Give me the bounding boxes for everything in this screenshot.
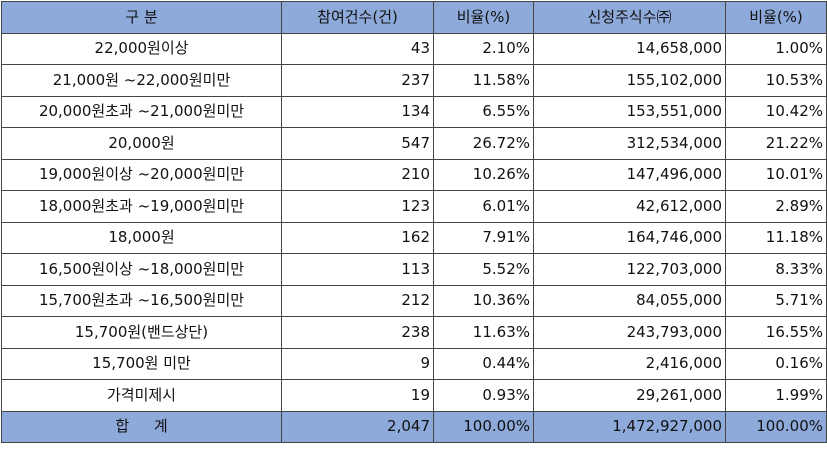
shares-ratio-cell: 10.42% <box>725 95 827 128</box>
shares-applied-cell: 122,703,000 <box>533 253 726 286</box>
shares-ratio-cell: 1.00% <box>725 32 827 65</box>
table-row: 가격미제시 19 0.93% 29,261,000 1.99% <box>1 379 827 412</box>
shares-applied-cell: 164,746,000 <box>533 221 726 254</box>
shares-ratio-cell: 21.22% <box>725 127 827 160</box>
shares-applied-cell: 153,551,000 <box>533 95 726 128</box>
participant-count-cell: 123 <box>281 190 434 223</box>
shares-ratio-cell: 8.33% <box>725 253 827 286</box>
header-count-ratio: 비율(%) <box>433 1 534 34</box>
price-range-cell: 18,000원초과 ~19,000원미만 <box>1 190 282 223</box>
shares-applied-cell: 155,102,000 <box>533 64 726 97</box>
shares-applied-cell: 29,261,000 <box>533 379 726 412</box>
table-row: 16,500원이상 ~18,000원미만 113 5.52% 122,703,0… <box>1 253 827 286</box>
price-range-cell: 20,000원초과 ~21,000원미만 <box>1 95 282 128</box>
count-ratio-cell: 0.44% <box>433 347 534 380</box>
participant-count-cell: 212 <box>281 284 434 317</box>
header-participant-count: 참여건수(건) <box>281 1 434 34</box>
header-shares-ratio: 비율(%) <box>725 1 827 34</box>
header-shares-applied: 신청주식수㈜ <box>533 1 726 34</box>
table-header: 구 분 참여건수(건) 비율(%) 신청주식수㈜ 비율(%) <box>1 1 827 34</box>
participant-count-cell: 237 <box>281 64 434 97</box>
table-row: 15,700원초과 ~16,500원미만 212 10.36% 84,055,0… <box>1 284 827 317</box>
count-ratio-cell: 7.91% <box>433 221 534 254</box>
participant-count-cell: 113 <box>281 253 434 286</box>
shares-ratio-cell: 5.71% <box>725 284 827 317</box>
shares-applied-cell: 243,793,000 <box>533 316 726 349</box>
participant-count-cell: 238 <box>281 316 434 349</box>
count-ratio-cell: 10.26% <box>433 158 534 191</box>
shares-ratio-cell: 0.16% <box>725 347 827 380</box>
price-range-cell: 16,500원이상 ~18,000원미만 <box>1 253 282 286</box>
participant-count-cell: 43 <box>281 32 434 65</box>
table-body: 22,000원이상 43 2.10% 14,658,000 1.00% 21,0… <box>1 32 827 443</box>
price-range-cell: 19,000원이상 ~20,000원미만 <box>1 158 282 191</box>
total-shares-ratio: 100.00% <box>725 410 827 443</box>
shares-ratio-cell: 11.18% <box>725 221 827 254</box>
table-row: 22,000원이상 43 2.10% 14,658,000 1.00% <box>1 32 827 65</box>
shares-ratio-cell: 1.99% <box>725 379 827 412</box>
count-ratio-cell: 6.01% <box>433 190 534 223</box>
count-ratio-cell: 10.36% <box>433 284 534 317</box>
shares-ratio-cell: 10.53% <box>725 64 827 97</box>
table-row: 20,000원 547 26.72% 312,534,000 21.22% <box>1 127 827 160</box>
total-row: 합 계 2,047 100.00% 1,472,927,000 100.00% <box>1 410 827 443</box>
total-participant-count: 2,047 <box>281 410 434 443</box>
table-row: 15,700원 미만 9 0.44% 2,416,000 0.16% <box>1 347 827 380</box>
price-range-cell: 22,000원이상 <box>1 32 282 65</box>
count-ratio-cell: 0.93% <box>433 379 534 412</box>
price-range-cell: 15,700원(밴드상단) <box>1 316 282 349</box>
shares-applied-cell: 312,534,000 <box>533 127 726 160</box>
shares-applied-cell: 2,416,000 <box>533 347 726 380</box>
header-category: 구 분 <box>1 1 282 34</box>
table-row: 15,700원(밴드상단) 238 11.63% 243,793,000 16.… <box>1 316 827 349</box>
table-row: 18,000원초과 ~19,000원미만 123 6.01% 42,612,00… <box>1 190 827 223</box>
participant-count-cell: 547 <box>281 127 434 160</box>
participant-count-cell: 162 <box>281 221 434 254</box>
count-ratio-cell: 11.58% <box>433 64 534 97</box>
table-row: 21,000원 ~22,000원미만 237 11.58% 155,102,00… <box>1 64 827 97</box>
shares-applied-cell: 14,658,000 <box>533 32 726 65</box>
table-row: 20,000원초과 ~21,000원미만 134 6.55% 153,551,0… <box>1 95 827 128</box>
total-shares-applied: 1,472,927,000 <box>533 410 726 443</box>
shares-applied-cell: 42,612,000 <box>533 190 726 223</box>
count-ratio-cell: 11.63% <box>433 316 534 349</box>
participant-count-cell: 9 <box>281 347 434 380</box>
participant-count-cell: 134 <box>281 95 434 128</box>
table-row: 18,000원 162 7.91% 164,746,000 11.18% <box>1 221 827 254</box>
count-ratio-cell: 26.72% <box>433 127 534 160</box>
count-ratio-cell: 5.52% <box>433 253 534 286</box>
price-range-cell: 15,700원 미만 <box>1 347 282 380</box>
price-range-cell: 가격미제시 <box>1 379 282 412</box>
price-range-cell: 18,000원 <box>1 221 282 254</box>
shares-applied-cell: 147,496,000 <box>533 158 726 191</box>
total-count-ratio: 100.00% <box>433 410 534 443</box>
shares-ratio-cell: 2.89% <box>725 190 827 223</box>
count-ratio-cell: 6.55% <box>433 95 534 128</box>
table-row: 19,000원이상 ~20,000원미만 210 10.26% 147,496,… <box>1 158 827 191</box>
price-range-cell: 21,000원 ~22,000원미만 <box>1 64 282 97</box>
total-label: 합 계 <box>1 410 282 443</box>
price-range-cell: 15,700원초과 ~16,500원미만 <box>1 284 282 317</box>
shares-ratio-cell: 16.55% <box>725 316 827 349</box>
participant-count-cell: 19 <box>281 379 434 412</box>
participant-count-cell: 210 <box>281 158 434 191</box>
count-ratio-cell: 2.10% <box>433 32 534 65</box>
shares-applied-cell: 84,055,000 <box>533 284 726 317</box>
price-range-cell: 20,000원 <box>1 127 282 160</box>
demand-forecast-table: 구 분 참여건수(건) 비율(%) 신청주식수㈜ 비율(%) 22,000원이상… <box>1 1 827 443</box>
header-row: 구 분 참여건수(건) 비율(%) 신청주식수㈜ 비율(%) <box>1 1 827 34</box>
shares-ratio-cell: 10.01% <box>725 158 827 191</box>
